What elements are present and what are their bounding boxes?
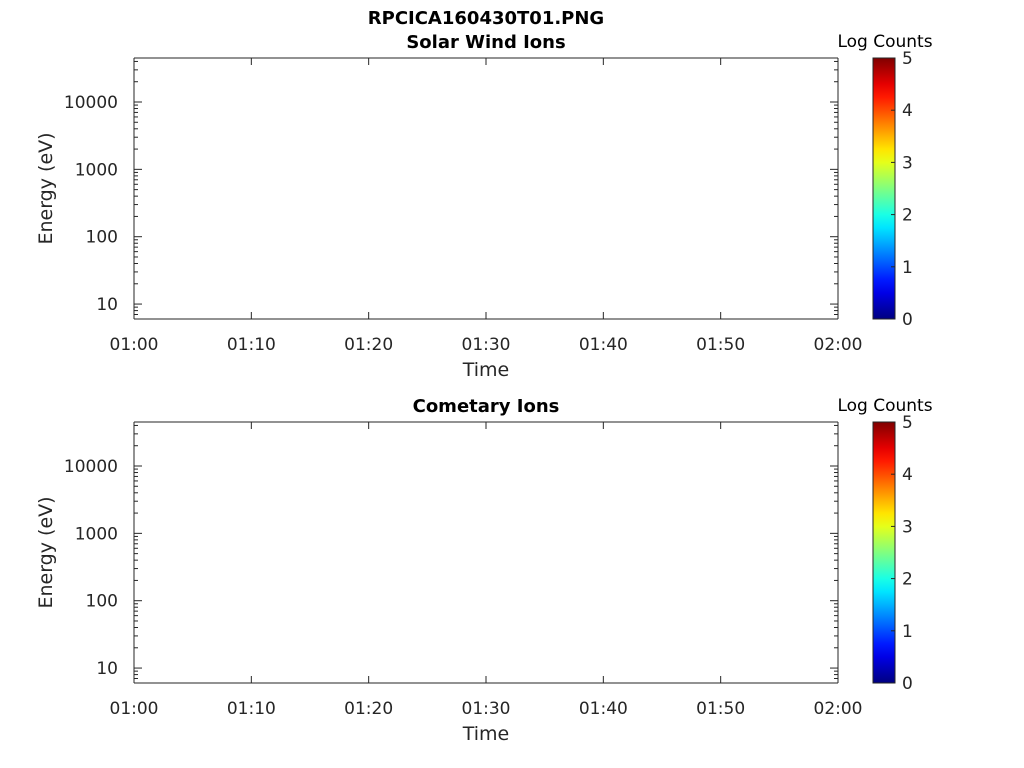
- data-cell: [125, 176, 127, 184]
- colorbar-tick-label: 5: [902, 413, 913, 433]
- data-cell: [0, 658, 5, 674]
- data-cell: [123, 280, 125, 286]
- x-tick-label: 01:50: [696, 335, 745, 355]
- data-cell: [121, 172, 125, 189]
- x-tick-label: 01:50: [696, 699, 745, 719]
- colorbar-tick-label: 5: [902, 49, 913, 69]
- data-cell: [0, 644, 4, 650]
- data-cell: [82, 632, 86, 674]
- panel-title: Cometary Ions: [413, 396, 560, 417]
- colorbar-tick-label: 1: [902, 622, 913, 642]
- y-tick-label: 1000: [75, 160, 118, 180]
- y-tick-label: 100: [86, 592, 118, 612]
- colorbar-tick-label: 0: [902, 674, 913, 694]
- data-cell: [74, 638, 79, 675]
- figure-title: RPCICA160430T01.PNG: [368, 8, 604, 29]
- data-cell: [4, 641, 8, 678]
- colorbar-label: Log Counts: [837, 396, 932, 416]
- colorbar-tick-label: 4: [902, 465, 913, 485]
- panel-title: Solar Wind Ions: [406, 32, 565, 53]
- data-cell: [86, 641, 88, 674]
- x-tick-label: 01:20: [344, 699, 393, 719]
- x-tick-label: 01:30: [462, 699, 511, 719]
- data-cell: [122, 632, 126, 674]
- colorbar-tick-label: 3: [902, 517, 913, 537]
- panel-solar-wind: Solar Wind Ions 01:00 01:10 01:20 01:30 01:40…: [3, 32, 933, 381]
- y-tick-label: 10000: [64, 457, 118, 477]
- data-cell: [119, 641, 123, 671]
- x-axis-label: Time: [462, 723, 510, 745]
- x-tick-label: 01:10: [227, 335, 276, 355]
- y-tick-label: 10: [96, 295, 118, 315]
- y-tick-label: 100: [86, 228, 118, 248]
- x-tick-label: 01:00: [110, 699, 159, 719]
- x-axis-label: Time: [462, 359, 510, 381]
- colorbar-tick-label: 4: [902, 101, 913, 121]
- data-cell: [86, 287, 88, 294]
- y-axis-label: Energy (eV): [35, 132, 57, 244]
- colorbar-tick-label: 0: [902, 310, 913, 330]
- x-tick-label: 01:10: [227, 699, 276, 719]
- x-tick-label: 01:20: [344, 335, 393, 355]
- y-tick-label: 1000: [75, 524, 118, 544]
- colorbar-tick-label: 2: [902, 570, 913, 590]
- data-cell: [116, 151, 121, 160]
- data-cell: [4, 157, 9, 161]
- x-tick-label: 02:00: [814, 699, 863, 719]
- data-cell: [10, 645, 12, 675]
- data-cell: [80, 154, 85, 157]
- data-cell: [46, 651, 48, 663]
- data-cell: [6, 638, 10, 679]
- y-axis-label: Energy (eV): [35, 496, 57, 608]
- data-cell: [121, 287, 123, 294]
- colorbar-tick-label: 1: [902, 258, 913, 278]
- data-cell: [3, 151, 8, 160]
- data-cell: [3, 299, 5, 311]
- data-cell: [42, 287, 44, 294]
- colorbar-label: Log Counts: [837, 32, 932, 52]
- data-cell: [39, 638, 43, 679]
- colorbar-tick-label: 2: [902, 206, 913, 226]
- x-tick-label: 01:30: [462, 335, 511, 355]
- data-cell: [8, 174, 10, 187]
- colorbar-tick-label: 3: [902, 153, 913, 173]
- data-cell: [35, 287, 37, 294]
- data-cell: [5, 172, 9, 189]
- x-tick-label: 01:00: [110, 335, 159, 355]
- data-cell: [67, 160, 69, 162]
- x-tick-label: 02:00: [814, 335, 863, 355]
- y-tick-label: 10: [96, 659, 118, 679]
- colorbar: [872, 421, 896, 684]
- colorbar: [872, 57, 896, 320]
- data-cell: [42, 645, 46, 671]
- y-tick-label: 10000: [64, 93, 118, 113]
- x-tick-label: 01:40: [579, 699, 628, 719]
- data-cell: [35, 644, 39, 675]
- x-tick-label: 01:40: [579, 335, 628, 355]
- data-cell: [79, 636, 83, 675]
